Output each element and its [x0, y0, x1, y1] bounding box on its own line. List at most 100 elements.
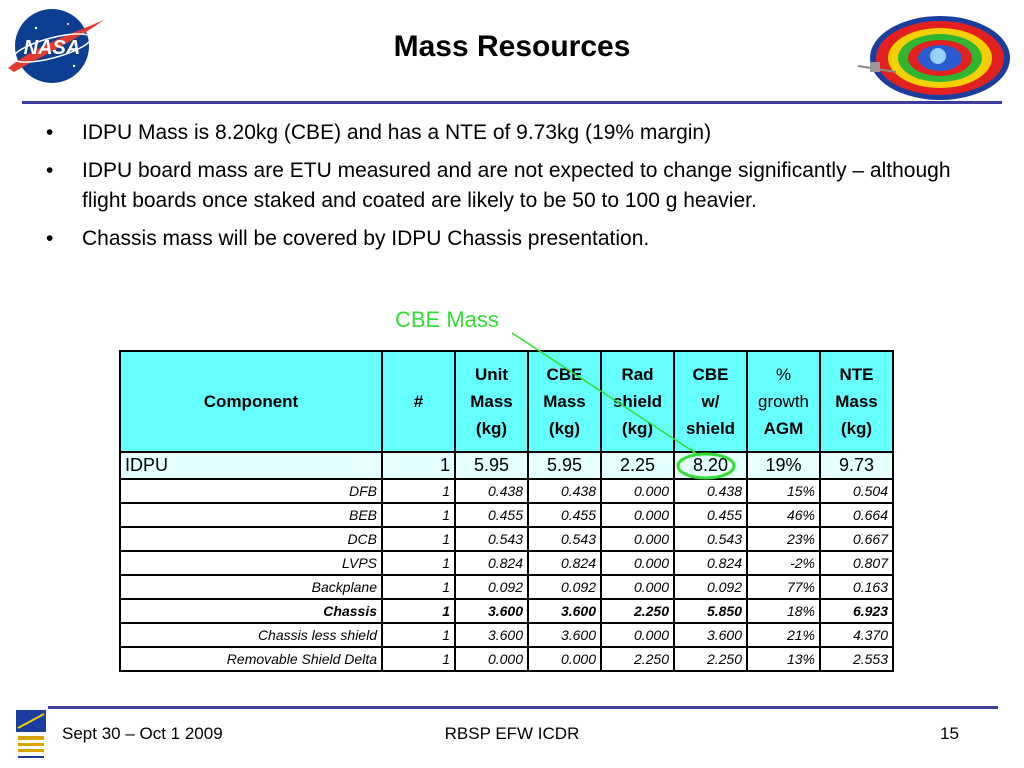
cell-growth: 21% [746, 622, 821, 648]
table-row: IDPU 1 5.95 5.95 2.25 8.20 19% 9.73 [119, 451, 894, 480]
cell-unit-mass: 0.000 [454, 646, 529, 672]
table-row: Removable Shield Delta 1 0.000 0.000 2.2… [119, 646, 894, 672]
nasa-meatball-logo: NASA [8, 9, 104, 83]
cell-rad-shield: 2.250 [600, 598, 675, 624]
cell-nte: 0.667 [819, 526, 894, 552]
header-growth-agm: % growth AGM [746, 350, 821, 453]
radiation-belt-logo [857, 16, 1010, 100]
cell-cbe-w-shield: 0.455 [673, 502, 748, 528]
cell-growth: -2% [746, 550, 821, 576]
bullet-list: • IDPU Mass is 8.20kg (CBE) and has a NT… [46, 118, 966, 262]
cell-count: 1 [381, 550, 456, 576]
cell-cbe-mass: 0.824 [527, 550, 602, 576]
header-count: # [381, 350, 456, 453]
space-sciences-laboratory-logo [14, 708, 48, 766]
footer-divider [48, 706, 998, 709]
cbe-mass-annotation: CBE Mass [395, 307, 499, 332]
cell-growth: 23% [746, 526, 821, 552]
cell-nte: 4.370 [819, 622, 894, 648]
table-row: Chassis less shield 1 3.600 3.600 0.000 … [119, 622, 894, 648]
cell-cbe-mass: 3.600 [527, 598, 602, 624]
bullet-item: • IDPU Mass is 8.20kg (CBE) and has a NT… [46, 118, 966, 148]
cell-component: BEB [119, 502, 383, 528]
cell-component: Chassis [119, 598, 383, 624]
cell-cbe-mass: 0.438 [527, 478, 602, 504]
table-row: DFB 1 0.438 0.438 0.000 0.438 15% 0.504 [119, 478, 894, 504]
cell-nte: 0.504 [819, 478, 894, 504]
cell-rad-shield: 0.000 [600, 502, 675, 528]
cell-unit-mass: 0.824 [454, 550, 529, 576]
cell-nte: 0.163 [819, 574, 894, 600]
cell-count: 1 [381, 598, 456, 624]
header-component: Component [119, 350, 383, 453]
cell-count: 1 [381, 478, 456, 504]
cell-unit-mass: 5.95 [454, 451, 529, 480]
cell-unit-mass: 3.600 [454, 622, 529, 648]
cell-growth: 13% [746, 646, 821, 672]
cell-component: DFB [119, 478, 383, 504]
cell-count: 1 [381, 526, 456, 552]
bullet-marker: • [46, 159, 54, 182]
cell-unit-mass: 0.092 [454, 574, 529, 600]
cell-nte: 0.807 [819, 550, 894, 576]
header-nte-mass: NTE Mass (kg) [819, 350, 894, 453]
table-row: LVPS 1 0.824 0.824 0.000 0.824 -2% 0.807 [119, 550, 894, 576]
cell-rad-shield: 2.250 [600, 646, 675, 672]
cell-component: LVPS [119, 550, 383, 576]
table-row: Backplane 1 0.092 0.092 0.000 0.092 77% … [119, 574, 894, 600]
cell-component: Chassis less shield [119, 622, 383, 648]
cell-cbe-w-shield: 0.543 [673, 526, 748, 552]
cell-unit-mass: 0.543 [454, 526, 529, 552]
cell-cbe-mass: 0.000 [527, 646, 602, 672]
cell-rad-shield: 2.25 [600, 451, 675, 480]
cell-cbe-mass: 0.092 [527, 574, 602, 600]
cell-cbe-w-shield: 2.250 [673, 646, 748, 672]
cell-cbe-w-shield: 0.092 [673, 574, 748, 600]
footer-date: Sept 30 – Oct 1 2009 [62, 724, 223, 743]
cell-unit-mass: 0.438 [454, 478, 529, 504]
cell-cbe-w-shield: 0.824 [673, 550, 748, 576]
header-unit-mass: Unit Mass (kg) [454, 350, 529, 453]
cell-growth: 18% [746, 598, 821, 624]
cell-unit-mass: 0.455 [454, 502, 529, 528]
cell-count: 1 [381, 502, 456, 528]
svg-text:NASA: NASA [24, 37, 81, 59]
table-row: BEB 1 0.455 0.455 0.000 0.455 46% 0.664 [119, 502, 894, 528]
cell-cbe-mass: 3.600 [527, 622, 602, 648]
cell-component: IDPU [119, 451, 383, 480]
cell-cbe-w-shield: 5.850 [673, 598, 748, 624]
cell-growth: 15% [746, 478, 821, 504]
mass-table: Component # Unit Mass (kg) CBE Mass (kg)… [119, 350, 894, 672]
table-header-row: Component # Unit Mass (kg) CBE Mass (kg)… [119, 350, 894, 453]
cell-count: 1 [381, 574, 456, 600]
footer-event: RBSP EFW ICDR [444, 724, 580, 743]
header-divider [22, 101, 1002, 104]
bullet-text: IDPU Mass is 8.20kg (CBE) and has a NTE … [82, 121, 712, 144]
cell-count: 1 [381, 622, 456, 648]
cell-nte: 9.73 [819, 451, 894, 480]
cell-nte: 2.553 [819, 646, 894, 672]
cell-cbe-mass: 0.543 [527, 526, 602, 552]
bullet-marker: • [46, 227, 54, 250]
cell-rad-shield: 0.000 [600, 526, 675, 552]
cell-cbe-w-shield: 8.20 [673, 451, 748, 480]
cell-component: Removable Shield Delta [119, 646, 383, 672]
header-rad-shield: Rad shield (kg) [600, 350, 675, 453]
cell-growth: 46% [746, 502, 821, 528]
bullet-text: Chassis mass will be covered by IDPU Cha… [82, 227, 650, 250]
cell-rad-shield: 0.000 [600, 622, 675, 648]
cell-growth: 77% [746, 574, 821, 600]
cell-rad-shield: 0.000 [600, 550, 675, 576]
header-cbe-mass: CBE Mass (kg) [527, 350, 602, 453]
table-row: DCB 1 0.543 0.543 0.000 0.543 23% 0.667 [119, 526, 894, 552]
cell-cbe-w-shield: 3.600 [673, 622, 748, 648]
cell-rad-shield: 0.000 [600, 574, 675, 600]
footer-page-number: 15 [940, 724, 959, 743]
slide-title: Mass Resources [393, 30, 631, 63]
cell-count: 1 [381, 451, 456, 480]
cell-cbe-mass: 5.95 [527, 451, 602, 480]
cell-component: Backplane [119, 574, 383, 600]
cell-rad-shield: 0.000 [600, 478, 675, 504]
cell-nte: 6.923 [819, 598, 894, 624]
bullet-item: • Chassis mass will be covered by IDPU C… [46, 224, 966, 254]
